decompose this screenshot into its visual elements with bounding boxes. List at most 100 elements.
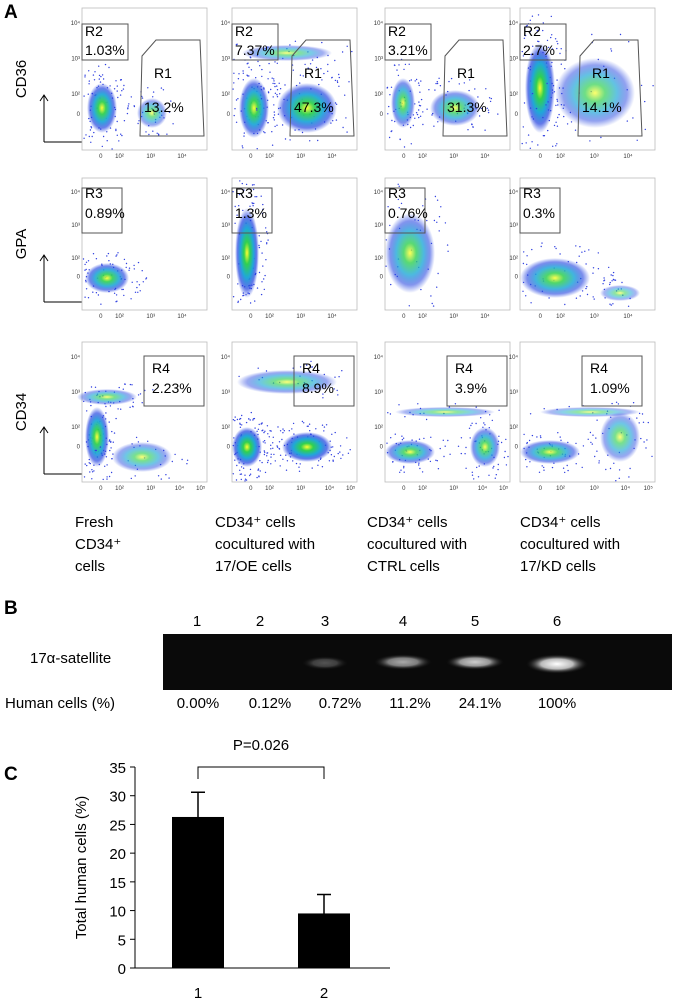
event-dot [276,446,279,448]
event-dot [232,473,234,475]
event-dot [434,89,436,91]
tick-label: 10⁴ [175,485,185,492]
event-dot [118,386,120,389]
event-dot [274,82,276,85]
event-dot [318,460,320,462]
event-dot [317,464,319,466]
event-dot [261,422,263,424]
event-dot [480,107,483,110]
density-cluster [520,440,580,464]
event-dot [464,453,466,455]
event-dot [609,303,611,305]
y-axis-label: CD36 [13,60,30,98]
event-dot [244,480,246,482]
event-dot [418,101,420,103]
tick-label: 10⁴ [621,485,631,492]
event-dot [414,80,416,82]
event-dot [536,436,538,438]
event-dot [636,139,638,141]
event-dot [141,97,144,99]
event-dot [439,85,442,87]
event-dot [87,260,90,262]
x-tick-label: 1 [194,985,202,1002]
error-bar [191,791,205,817]
event-dot [102,135,105,138]
event-dot [273,80,275,82]
event-dot [270,463,272,465]
gate-percent: 2.23% [152,380,192,396]
event-dot [254,300,256,302]
event-dot [530,302,532,304]
event-dot [83,95,85,97]
event-dot [450,77,453,80]
event-dot [418,109,420,111]
event-dot [436,199,439,201]
event-dot [591,33,593,36]
event-dot [104,63,107,66]
event-dot [351,50,353,53]
event-dot [396,69,398,71]
event-dot [234,108,236,110]
event-dot [237,98,239,100]
event-dot [610,274,612,276]
event-dot [538,40,540,43]
event-dot [256,148,258,150]
event-dot [493,465,495,468]
event-dot [129,406,131,408]
event-dot [555,121,557,124]
event-dot [85,261,88,263]
event-dot [248,418,250,420]
event-dot [437,468,440,470]
event-dot [581,466,583,469]
tick-label: 10² [115,486,124,492]
event-dot [256,430,258,432]
event-dot [84,263,86,266]
event-dot [281,124,284,126]
event-dot [88,83,90,85]
flow-plot: 10⁴ 10³ 10² 0 0 10² 10³ 10⁴ R3 0.89% [71,177,208,320]
event-dot [256,287,259,289]
event-dot [557,432,559,434]
tick-label: 0 [249,486,253,492]
event-dot [337,394,339,396]
event-dot [263,278,265,280]
event-dot [119,94,122,96]
event-dot [282,458,284,460]
event-dot [627,305,630,307]
event-dot [263,450,265,452]
event-dot [610,50,613,52]
event-dot [566,123,569,125]
event-dot [304,63,306,66]
event-dot [651,455,653,458]
event-dot [632,117,634,119]
tick-label: 10⁴ [374,20,384,27]
event-dot [525,295,527,297]
event-dot [241,414,243,417]
event-dot [186,459,189,461]
event-dot [91,478,93,480]
event-dot [261,281,263,283]
event-dot [471,474,474,476]
event-dot [344,94,346,96]
event-dot [123,84,125,87]
gate-percent: 2.7% [523,42,555,58]
column-caption: 17/KD cells [520,558,596,575]
gate-name: R3 [388,185,406,201]
tick-label: 0 [515,444,519,450]
gate [289,39,355,137]
event-dot [239,423,241,426]
event-dot [403,467,405,469]
event-dot [433,219,436,222]
event-dot [556,40,558,43]
event-dot [263,453,266,456]
event-dot [334,431,336,434]
event-dot [341,51,344,53]
event-dot [422,111,424,113]
tick-label: 10⁴ [374,354,384,361]
event-dot [537,40,539,42]
event-dot [333,388,335,390]
event-dot [92,291,94,293]
event-dot [259,470,261,472]
event-dot [260,195,262,197]
event-dot [522,126,524,128]
